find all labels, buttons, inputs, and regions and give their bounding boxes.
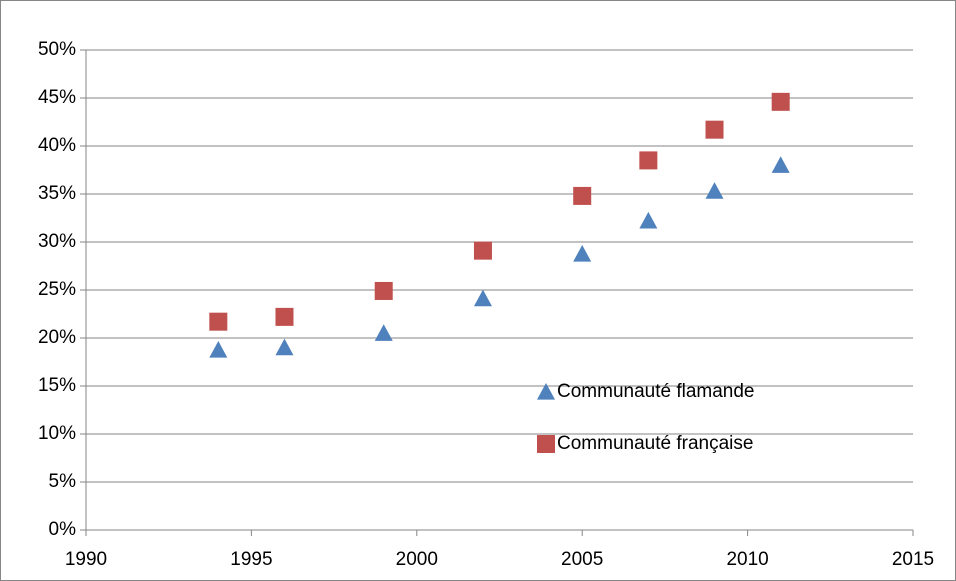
point bbox=[705, 120, 724, 139]
point bbox=[639, 151, 658, 170]
y-tick-label: 25% bbox=[38, 279, 76, 300]
x-tick-label: 1995 bbox=[230, 549, 272, 570]
y-tick-label: 35% bbox=[38, 183, 76, 204]
legend-marker bbox=[537, 383, 555, 400]
point bbox=[275, 307, 294, 326]
point bbox=[374, 281, 393, 300]
x-tick-label: 1990 bbox=[65, 549, 107, 570]
point bbox=[275, 338, 294, 356]
y-tick-label: 45% bbox=[38, 87, 76, 108]
legend-label: Communauté française bbox=[557, 433, 753, 454]
y-tick-label: 40% bbox=[38, 135, 76, 156]
point bbox=[705, 182, 724, 199]
point bbox=[573, 186, 592, 205]
y-tick-label: 15% bbox=[38, 375, 76, 396]
y-tick-label: 5% bbox=[49, 471, 77, 492]
point bbox=[573, 245, 592, 262]
point bbox=[209, 312, 228, 331]
point bbox=[771, 156, 790, 173]
point bbox=[374, 324, 393, 341]
y-tick-label: 50% bbox=[38, 39, 76, 60]
legend-label: Communauté flamande bbox=[557, 381, 755, 402]
point bbox=[639, 211, 658, 229]
x-tick-label: 2000 bbox=[396, 549, 438, 570]
y-tick-label: 10% bbox=[38, 423, 76, 444]
legend-marker bbox=[537, 435, 555, 453]
point bbox=[209, 341, 228, 358]
x-tick-label: 2010 bbox=[726, 549, 768, 570]
y-tick-label: 0% bbox=[49, 519, 77, 540]
point bbox=[473, 289, 492, 307]
x-tick-label: 2015 bbox=[892, 549, 934, 570]
x-tick-label: 2005 bbox=[561, 549, 603, 570]
y-tick-label: 30% bbox=[38, 231, 76, 252]
y-tick-label: 20% bbox=[38, 327, 76, 348]
point bbox=[473, 241, 492, 260]
point bbox=[771, 92, 790, 111]
